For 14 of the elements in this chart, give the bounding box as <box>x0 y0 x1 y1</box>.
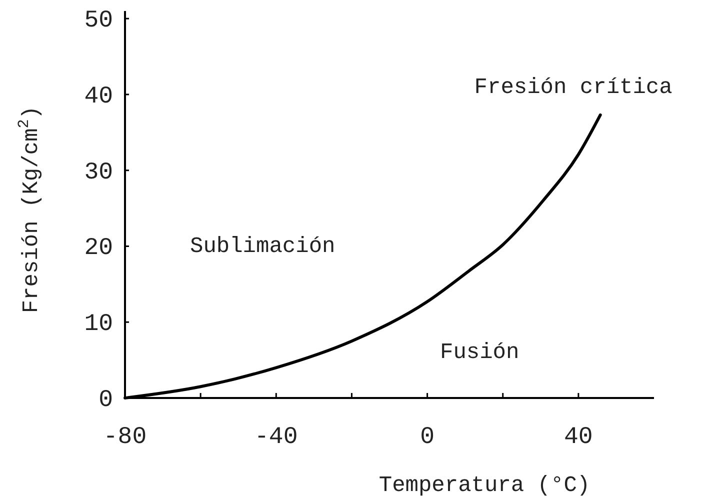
y-tick-label: 40 <box>84 83 113 110</box>
annotation: Sublimación <box>190 234 336 259</box>
y-tick-label: 30 <box>84 159 113 186</box>
annotation: Fusión <box>440 340 520 365</box>
x-tick-label: 0 <box>420 424 434 451</box>
x-axis-title: Temperatura (°C) <box>378 473 590 498</box>
y-tick-label: 20 <box>84 235 113 262</box>
annotation: Fresión crítica <box>474 74 672 100</box>
x-tick-label: 40 <box>564 424 593 451</box>
y-tick-label: 10 <box>84 311 113 338</box>
y-tick-label: 50 <box>84 8 113 35</box>
x-tick-label: -40 <box>254 424 298 451</box>
x-tick-label: -80 <box>103 424 147 451</box>
y-tick-label: 0 <box>98 387 113 414</box>
